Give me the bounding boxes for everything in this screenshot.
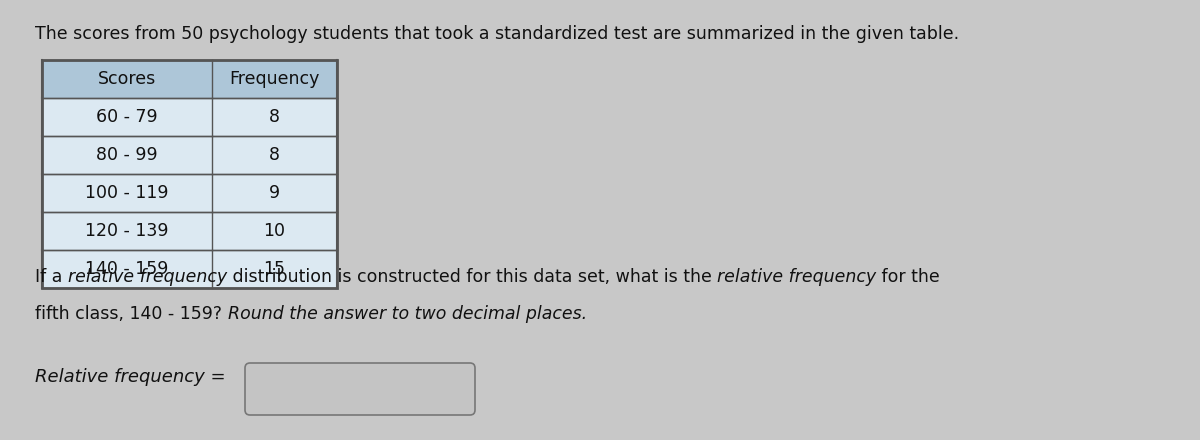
Bar — [212, 60, 337, 98]
Bar — [212, 136, 337, 174]
Text: 60 - 79: 60 - 79 — [96, 108, 158, 126]
Bar — [212, 174, 337, 212]
Text: 9: 9 — [269, 184, 280, 202]
Bar — [42, 60, 337, 288]
Text: 8: 8 — [269, 108, 280, 126]
Text: 140 - 159: 140 - 159 — [85, 260, 169, 278]
Text: 100 - 119: 100 - 119 — [85, 184, 169, 202]
Bar — [42, 136, 212, 174]
Text: 15: 15 — [264, 260, 286, 278]
Bar — [42, 174, 212, 212]
Bar — [42, 98, 212, 136]
Text: Relative frequency =: Relative frequency = — [35, 368, 226, 386]
Text: for the: for the — [876, 268, 941, 286]
Text: distribution is constructed for this data set, what is the: distribution is constructed for this dat… — [227, 268, 718, 286]
Text: 10: 10 — [264, 222, 286, 240]
Text: Round the answer to two decimal places.: Round the answer to two decimal places. — [228, 305, 587, 323]
Text: The scores from 50 psychology students that took a standardized test are summari: The scores from 50 psychology students t… — [35, 25, 959, 43]
Text: Frequency: Frequency — [229, 70, 319, 88]
Text: fifth class, 140 - 159?: fifth class, 140 - 159? — [35, 305, 228, 323]
Text: If a: If a — [35, 268, 68, 286]
Text: relative frequency: relative frequency — [718, 268, 876, 286]
Bar — [212, 212, 337, 250]
Bar — [212, 250, 337, 288]
Text: Scores: Scores — [98, 70, 156, 88]
Text: 120 - 139: 120 - 139 — [85, 222, 169, 240]
Bar — [212, 98, 337, 136]
FancyBboxPatch shape — [245, 363, 475, 415]
Bar — [42, 250, 212, 288]
Text: 80 - 99: 80 - 99 — [96, 146, 158, 164]
Bar — [42, 60, 212, 98]
Text: 8: 8 — [269, 146, 280, 164]
Bar — [42, 212, 212, 250]
Text: relative frequency: relative frequency — [68, 268, 227, 286]
